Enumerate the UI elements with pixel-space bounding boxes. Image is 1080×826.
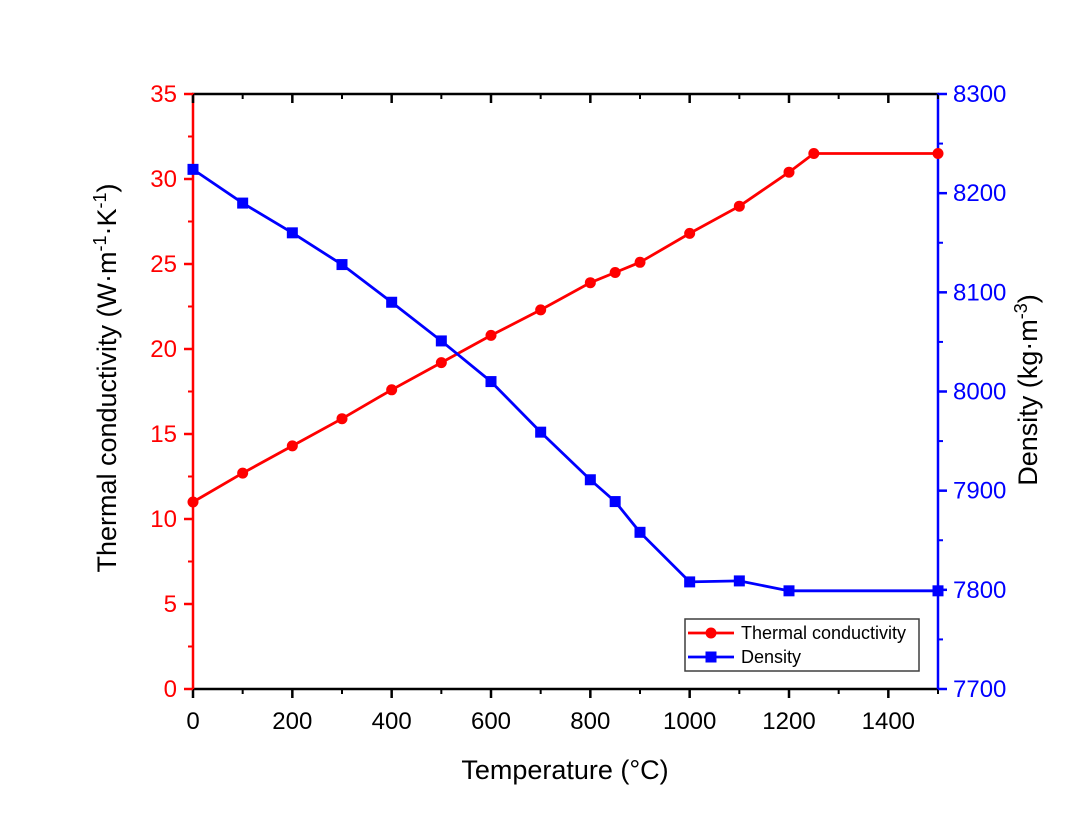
plot-frame-layer: 0 200 400 600 800 1000 1200 1400 0 5 10 15 20 25 30 35 7…	[150, 81, 1006, 735]
legend-square-marker-icon	[705, 651, 717, 663]
density-point	[336, 259, 348, 271]
density-point	[584, 474, 596, 486]
x-axis-tick-label: 1200	[762, 708, 815, 735]
y-left-tick-label: 15	[150, 421, 177, 448]
y-right-tick-label: 7800	[953, 577, 1006, 604]
thermal-conductivity-point	[584, 277, 596, 289]
density-point	[386, 296, 398, 308]
y-right-tick-label: 8300	[953, 81, 1006, 108]
legend-entry-label: Thermal conductivity	[741, 623, 906, 643]
x-axis-title: Temperature (°C)	[461, 755, 668, 785]
density-point	[435, 335, 447, 347]
y-right-tick-label: 8200	[953, 180, 1006, 207]
y-left-tick-label: 5	[164, 591, 177, 618]
density-point	[535, 426, 547, 438]
x-axis-tick-label: 200	[272, 708, 312, 735]
y-left-tick-label: 0	[164, 676, 177, 703]
x-axis-tick-label: 400	[372, 708, 412, 735]
y-right-tick-label: 7900	[953, 478, 1006, 505]
axis-titles-layer: Thermal conductivity (W·m-1·K-1) Density …	[90, 183, 1043, 785]
x-axis-tick-label: 0	[186, 708, 199, 735]
thermal-conductivity-point	[733, 200, 745, 212]
thermal-conductivity-point	[435, 357, 447, 369]
y-right-tick-label: 8000	[953, 379, 1006, 406]
legend: Thermal conductivity Density	[684, 618, 920, 672]
thermal-conductivity-point	[485, 329, 497, 341]
x-axis-tick-label: 1400	[862, 708, 915, 735]
density-point	[609, 496, 621, 508]
density-line	[192, 168, 938, 593]
thermal-conductivity-point	[336, 413, 348, 425]
legend-circle-marker-icon	[705, 627, 717, 639]
density-point	[187, 163, 199, 175]
thermal-conductivity-point	[783, 166, 795, 178]
thermal-conductivity-point	[932, 148, 944, 159]
thermal-conductivity-point	[684, 227, 696, 239]
thermal-conductivity-point	[535, 304, 547, 316]
y-left-tick-label: 35	[150, 81, 177, 108]
thermal-conductivity-point	[187, 496, 199, 508]
density-point	[485, 376, 497, 388]
thermal-conductivity-point	[634, 256, 646, 268]
y-left-tick-label: 25	[150, 251, 177, 278]
density-point	[783, 585, 795, 597]
density-point	[733, 575, 745, 587]
y-left-tick-label: 10	[150, 506, 177, 533]
y-right-tick-label: 8100	[953, 279, 1006, 306]
y-right-axis-title: Density (kg·m-3)	[1011, 294, 1043, 486]
thermal-conductivity-point	[237, 467, 249, 479]
density-point	[684, 576, 696, 588]
density-point	[932, 585, 944, 597]
x-axis-tick-label: 1000	[663, 708, 716, 735]
thermal-conductivity-point	[386, 384, 398, 396]
density-point	[237, 197, 249, 209]
thermal-conductivity-line	[192, 152, 938, 504]
series-layer	[187, 148, 944, 597]
thermal-conductivity-point	[609, 267, 621, 278]
y-left-tick-label: 20	[150, 336, 177, 363]
y-left-axis-title: Thermal conductivity (W·m-1·K-1)	[90, 183, 122, 572]
legend-entry-label: Density	[741, 647, 801, 667]
thermal-conductivity-point	[286, 440, 298, 452]
y-right-tick-label: 7700	[953, 676, 1006, 703]
density-point	[286, 227, 298, 239]
thermal-conductivity-point	[808, 148, 820, 159]
y-left-tick-label: 30	[150, 166, 177, 193]
legend-box	[684, 618, 920, 672]
density-point	[634, 526, 646, 538]
x-axis-tick-label: 800	[570, 708, 610, 735]
x-axis-tick-label: 600	[471, 708, 511, 735]
